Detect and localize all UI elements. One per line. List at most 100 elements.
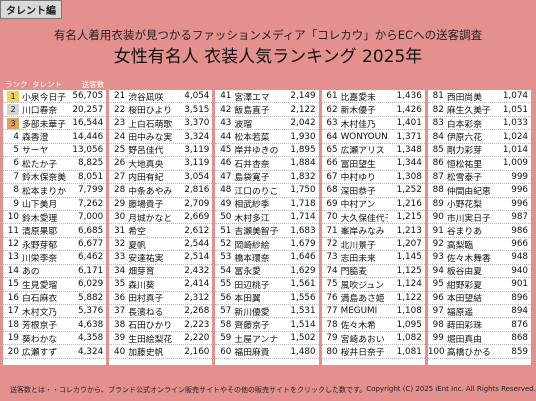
rank-number: 5: [13, 144, 19, 155]
header-rank: ランク: [5, 79, 28, 89]
table-row: 73 志田未来 1,145: [321, 251, 425, 265]
referral-count: 1,401: [396, 118, 422, 129]
table-row: 44 松本若菜 1,930: [215, 130, 319, 144]
rank-number: 67: [326, 171, 338, 182]
rank-number: 23: [114, 118, 126, 129]
table-row: 62 新木優子 1,426: [321, 103, 425, 117]
rank-number: 18: [7, 319, 19, 330]
referral-count: 16,544: [72, 118, 104, 129]
rank-number: 54: [220, 265, 232, 276]
talent-name: 川口春奈: [22, 106, 58, 117]
table-row: 70大久保佳代子 1,215: [321, 211, 425, 225]
talent-name: 小泉今日子: [22, 92, 66, 103]
referral-count: 6,685: [78, 225, 104, 236]
table-row: 35 森川葵 2,414: [109, 278, 213, 292]
table-row: 18 芳根京子 4,638: [3, 318, 107, 332]
referral-count: 5,882: [78, 292, 104, 303]
rank-number: 37: [114, 306, 126, 317]
referral-count: 1,556: [290, 292, 316, 303]
referral-count: 1,145: [396, 252, 422, 263]
table-row: 11 清原果耶 6,685: [3, 224, 107, 238]
referral-count: 1,124: [396, 279, 422, 290]
talent-name: 大地真央: [128, 159, 164, 170]
rank-number: 19: [7, 333, 19, 344]
referral-count: 1,832: [290, 171, 316, 182]
table-row: 65 広瀬アリス 1,348: [321, 144, 425, 158]
table-row: 68 深田恭子 1,252: [321, 184, 425, 198]
ranking-column: 41 宮澤エマ 2,149 42 飯島直子 2,122 43 波瑠 2,042 44 松本若菜 1,9…: [215, 78, 319, 365]
referral-count: 2,432: [184, 265, 210, 276]
ranking-column: ランク タレント 送客数 1 小泉今日子 56,705 2 川口春奈 20,257 3 多部未華子 1…: [3, 78, 107, 365]
talent-name: 風吹ジュン: [340, 280, 384, 291]
header-name: タレント: [32, 79, 62, 89]
table-row: 100 高橋ひかる 859: [427, 345, 532, 359]
referral-count: 1,216: [396, 198, 422, 209]
talent-name: 齊藤京子: [234, 321, 270, 332]
talent-name: 渋谷凪咲: [128, 92, 164, 103]
talent-name: 松本まりか: [22, 186, 66, 197]
rank-number: 63: [326, 118, 338, 129]
referral-count: 1,679: [290, 239, 316, 250]
page-subtitle: 有名人着用衣装が見つかるファッションメディア「コレカウ」からECへの送客調査: [53, 28, 483, 42]
table-row: 87 松雪泰子 999: [427, 171, 532, 185]
table-row: 66 冨田望生 1,344: [321, 157, 425, 171]
talent-name: 中村アン: [340, 200, 376, 211]
table-row: 19 葵わかな 4,358: [3, 332, 107, 346]
referral-count: 1,895: [290, 144, 316, 155]
table-row: 88 仲間由紀恵 996: [427, 184, 532, 198]
table-row: 80 桜井日奈子 1,081: [321, 345, 425, 359]
talent-name: 藤場貴子: [128, 200, 164, 211]
rank-number: 96: [432, 292, 444, 303]
rank-number: 75: [326, 279, 338, 290]
talent-name: 清原果耶: [22, 227, 58, 238]
talent-name: 冨田望生: [340, 159, 376, 170]
talent-name: 月城かなと: [128, 213, 173, 224]
rank-number: 22: [114, 104, 126, 115]
table-row: 9 山下美月 7,262: [3, 198, 107, 211]
talent-name: 宮澤エマ: [234, 92, 270, 103]
table-row: 86 恒松祐里 1,009: [427, 157, 532, 171]
referral-count: 1,207: [396, 239, 422, 250]
talent-name: 岡崎紗絵: [234, 240, 270, 251]
referral-count: 1,213: [396, 225, 422, 236]
referral-count: 6,171: [78, 265, 104, 276]
table-row: 99 堀田真由 868: [427, 332, 532, 346]
referral-count: 2,268: [184, 306, 210, 317]
talent-name: 野呂佳代: [128, 146, 164, 157]
table-row: 91 谷まりあ 986: [427, 224, 532, 238]
referral-count: 7,799: [78, 185, 104, 196]
rank-number: 52: [220, 239, 232, 250]
referral-count: 2,709: [184, 198, 210, 209]
table-row: 32 夏帆 2,544: [109, 238, 213, 252]
talent-name: 広瀬すず: [22, 348, 58, 359]
rank-number: 2: [3, 104, 22, 116]
referral-count: 1,371: [396, 131, 422, 142]
referral-count: 1,074: [502, 91, 529, 102]
table-row: 94 板谷由夏 940: [427, 265, 532, 279]
table-row: 48 江口のりこ 1,750: [215, 184, 319, 198]
rank-number: 64: [326, 131, 338, 142]
rank-number: 66: [326, 158, 338, 169]
referral-count: 1,009: [502, 158, 529, 169]
table-row: 98 蒔田彩珠 876: [427, 318, 532, 332]
referral-count: 1,629: [290, 265, 316, 276]
talent-name: MEGUMI: [340, 306, 378, 317]
table-row: 6 松たか子 8,825: [3, 157, 107, 171]
talent-name: 橋本環奈: [234, 253, 270, 264]
table-row: 16 白石麻衣 5,882: [3, 292, 107, 305]
table-row: 54 冨永愛 1,629: [215, 265, 319, 279]
rank-number: 72: [326, 239, 338, 250]
referral-count: 3,119: [184, 158, 210, 169]
table-row: 58 齊藤京子 1,514: [215, 318, 319, 332]
table-row: 3 多部未華子 16,544: [3, 117, 107, 131]
table-row: 52 岡崎紗絵 1,679: [215, 238, 319, 252]
table-row: 14 あの 6,171: [3, 265, 107, 279]
referral-count: 1,215: [396, 212, 422, 223]
table-row: 15 生見愛瑠 6,029: [3, 278, 107, 292]
rank-number: 39: [114, 333, 126, 344]
rank-number: 33: [114, 252, 126, 263]
rank-number: 42: [220, 104, 232, 115]
rank-number: 74: [326, 265, 338, 276]
table-row: 64WONYOUNG 1,371: [321, 130, 425, 144]
ranking-table: ランク タレント 送客数 1 小泉今日子 56,705 2 川口春奈 20,257 3 多部未華子 1…: [3, 78, 532, 365]
